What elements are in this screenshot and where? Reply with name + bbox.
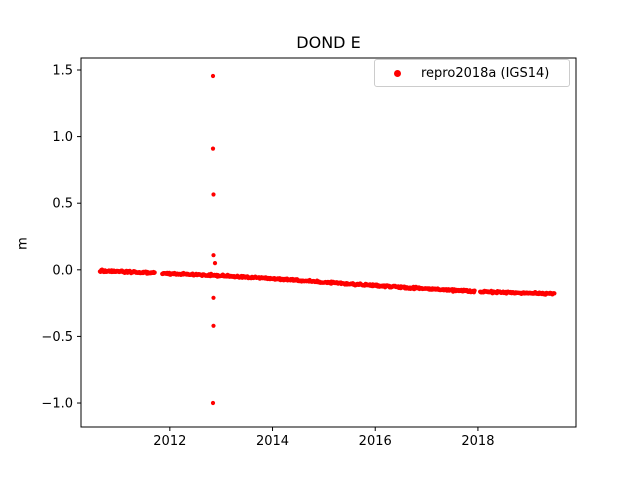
scatter-point	[210, 73, 216, 79]
scatter-point	[211, 253, 216, 258]
legend-dot-icon	[394, 69, 401, 77]
scatter-point	[211, 323, 216, 328]
scatter-point	[472, 288, 477, 293]
scatter-point	[552, 291, 557, 296]
y-tick-label: −0.5	[41, 330, 73, 345]
y-tick-label: 1.5	[52, 63, 73, 78]
x-tick-label: 2016	[359, 434, 392, 449]
x-tick-label: 2018	[461, 434, 494, 449]
scatter-point	[212, 261, 218, 266]
x-tick-label: 2012	[153, 434, 186, 449]
scatter-point	[211, 295, 216, 300]
legend: repro2018a (IGS14)	[374, 59, 570, 87]
y-tick-label: 0.0	[52, 263, 73, 278]
scatter-point	[211, 192, 216, 197]
x-tick-label: 2014	[256, 434, 289, 449]
scatter-series	[97, 73, 557, 406]
y-axis-label: m	[15, 237, 31, 250]
legend-label: repro2018a (IGS14)	[421, 65, 550, 81]
y-tick-label: 1.0	[52, 130, 73, 145]
y-tick-label: 0.5	[52, 197, 73, 212]
chart-title: DOND E	[296, 33, 361, 52]
axes-border	[80, 57, 577, 428]
scatter-point	[210, 400, 216, 406]
scatter-point	[152, 270, 157, 275]
y-tick-label: −1.0	[41, 397, 73, 412]
scatter-point	[210, 146, 216, 151]
